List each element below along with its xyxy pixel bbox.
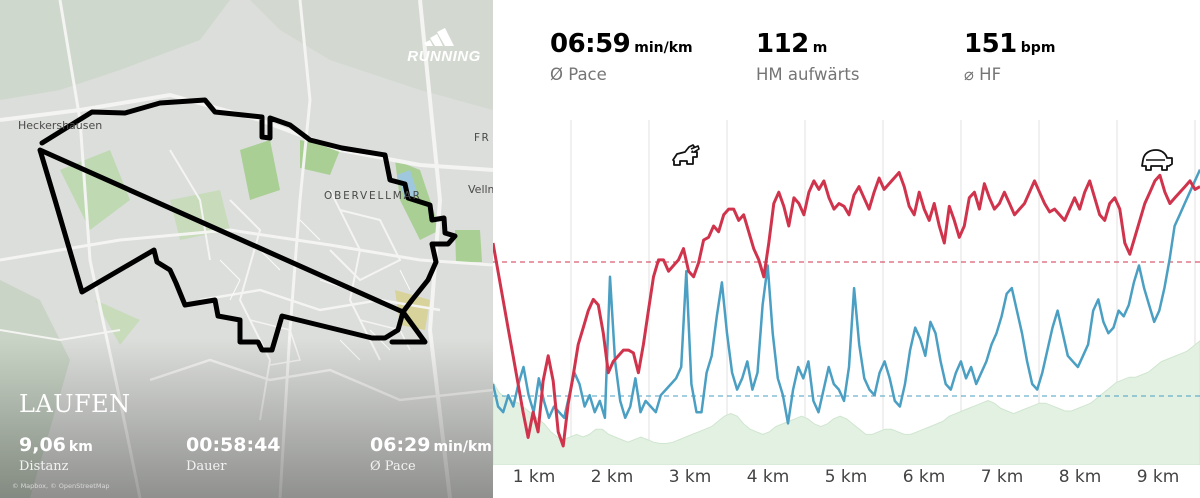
activity-title: LAUFEN [19,390,131,418]
brand-logo: RUNNING [406,26,482,65]
elevation-gain-value: 112 [756,29,809,59]
tick-label: 9 km [1136,467,1180,487]
rabbit-icon [672,144,700,166]
avg-pace-metric: 06:59 min/km Ø Pace [550,29,693,84]
park-area [60,150,130,230]
place-label: FR [474,132,491,144]
avg-pace-unit: min/km [634,40,693,56]
distance-unit: km [68,439,93,455]
pace-unit: min/km [433,439,492,455]
avg-heart-rate-value: 151 [964,29,1017,59]
park-area [95,300,140,345]
distance-label: Distanz [19,459,69,474]
avg-pace-label: Ø Pace [550,65,607,84]
elevation-gain-label: HM aufwärts [756,65,860,84]
avg-pace-value: 06:59 [550,29,631,59]
pace-value: 06:29 [370,434,431,456]
route-line [37,97,458,353]
pace-stat: 06:29 min/km Ø Pace [370,434,492,474]
park-area [300,140,340,175]
tick-label: 8 km [1058,467,1102,487]
elevation-gain-unit: m [812,40,828,56]
tick-label: 1 km [512,467,556,487]
elevation-area [493,340,1200,465]
adidas-logo-icon [424,28,454,46]
duration-label: Dauer [186,459,227,474]
place-label: Heckershausen [18,119,103,132]
brand-label: RUNNING [407,48,481,65]
elevation-gain-metric: 112 m HM aufwärts [756,29,859,84]
tick-label: 4 km [746,467,790,487]
map-attribution[interactable]: © Mapbox, © OpenStreetMap [12,482,110,490]
field-area [395,290,430,330]
forest-area [0,280,70,498]
tick-label: 5 km [824,467,868,487]
avg-heart-rate-unit: bpm [1020,40,1056,56]
turtle-icon [1141,149,1173,171]
pace-label: Ø Pace [370,459,416,474]
pace-series-line [493,169,1200,425]
duration-value: 00:58:44 [186,434,281,456]
park-area [240,140,280,200]
distance-value: 9,06 [19,434,66,456]
activity-chart-panel: 06:59 min/km Ø Pace 112 m HM aufwärts 151 b… [493,0,1200,498]
heart-rate-series-line [493,171,1200,448]
map-overlay [0,338,493,498]
avg-heart-rate-label: ⌀ HF [964,65,1002,84]
map-canvas [0,0,493,498]
park-area [455,230,482,262]
forest-area [0,0,230,100]
duration-stat: 00:58:44 Dauer [186,434,281,474]
place-label: Vellm [468,183,493,196]
tick-label: 3 km [668,467,712,487]
tick-label: 2 km [590,467,634,487]
route-map[interactable]: Heckershausen OBERVELLMAR FR Vellm RUNNI… [0,0,493,498]
avg-heart-rate-metric: 151 bpm ⌀ HF [964,29,1055,84]
activity-chart[interactable] [493,120,1200,465]
tick-label: 6 km [902,467,946,487]
tick-label: 7 km [980,467,1024,487]
distance-stat: 9,06 km Distanz [19,434,93,474]
place-label: OBERVELLMAR [324,190,422,202]
forest-area [250,0,493,110]
